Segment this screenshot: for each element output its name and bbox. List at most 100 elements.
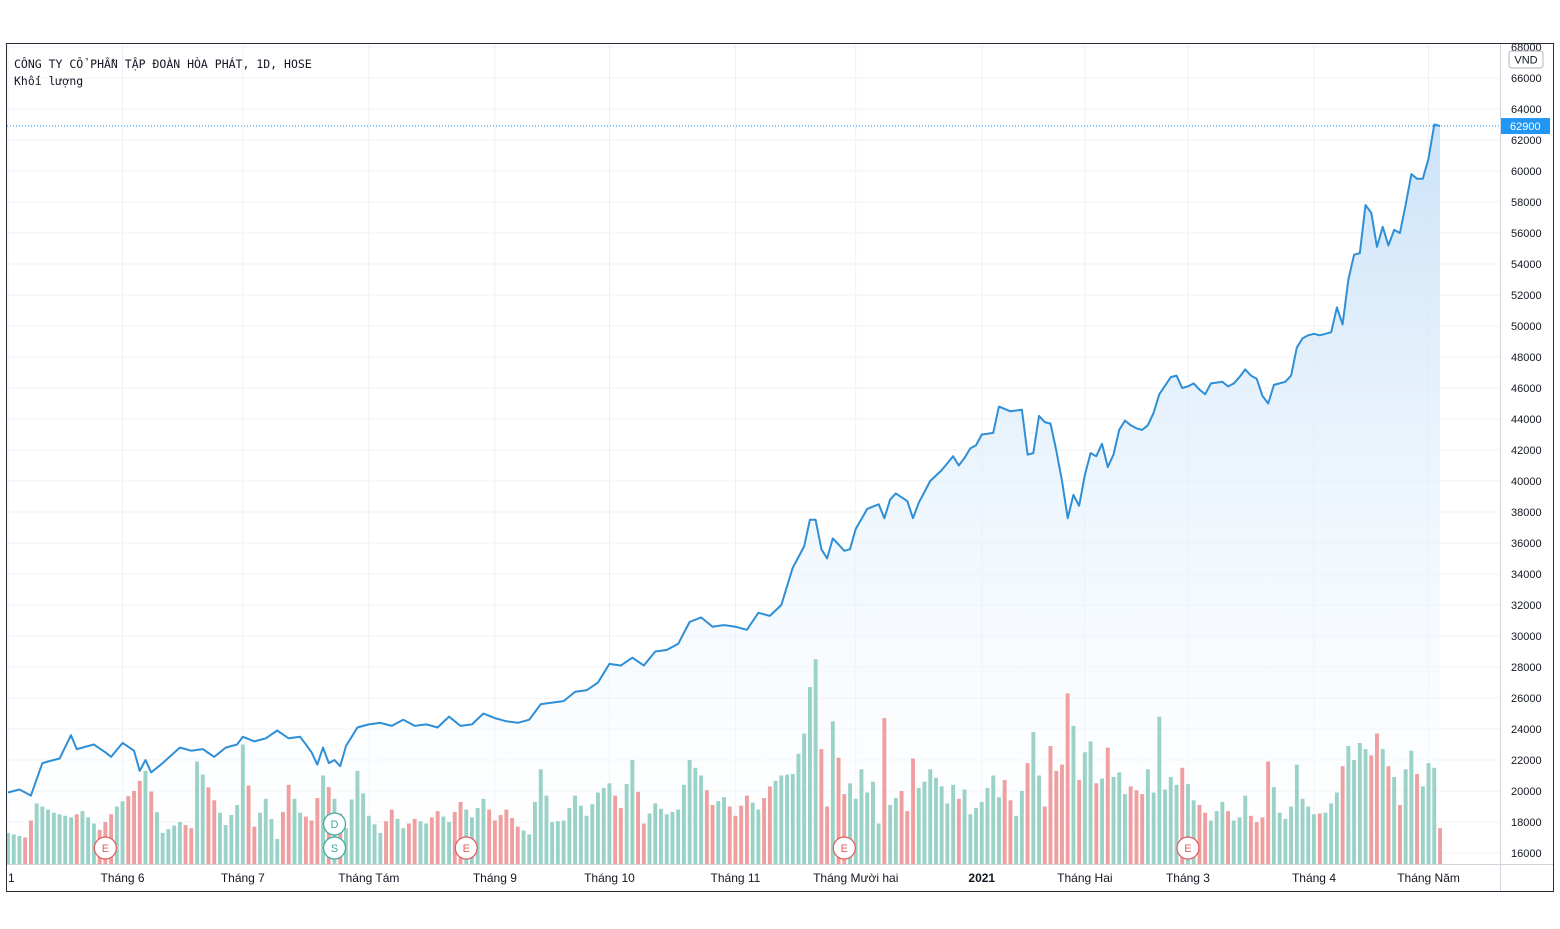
volume-bar: [206, 787, 211, 864]
last-price-label: 62900: [1510, 121, 1541, 133]
volume-bar: [842, 794, 847, 864]
volume-bar: [195, 761, 199, 864]
price-tick-label: 46000: [1511, 383, 1542, 395]
volume-bar: [848, 783, 852, 864]
volume-bar: [664, 814, 669, 864]
volume-bar: [676, 809, 681, 864]
volume-bar: [916, 787, 921, 864]
volume-bar: [1002, 780, 1007, 864]
volume-bar: [1334, 792, 1339, 864]
price-tick-label: 56000: [1511, 228, 1542, 240]
volume-bar: [1025, 763, 1030, 864]
time-tick-label: Tháng 6: [101, 871, 145, 885]
volume-bar: [1398, 805, 1402, 864]
currency-badge[interactable]: [1508, 50, 1544, 69]
volume-bar: [1260, 817, 1265, 864]
volume-bar: [401, 828, 406, 864]
earnings-event-marker[interactable]: [832, 836, 856, 860]
volume-bar: [1306, 806, 1311, 864]
price-tick-label: 16000: [1511, 848, 1542, 860]
volume-bar: [659, 808, 663, 864]
volume-bar: [802, 733, 807, 864]
volume-bar: [1380, 749, 1385, 864]
volume-bar: [1208, 820, 1213, 864]
volume-bar: [1077, 780, 1082, 864]
volume-bar: [441, 816, 446, 864]
volume-bar: [533, 801, 537, 864]
volume-bar: [1352, 760, 1356, 864]
price-tick-label: 44000: [1511, 414, 1542, 426]
price-axis[interactable]: 16000 18000 20000 22000 24000 26000 28000 30000…: [7, 42, 1550, 891]
volume-bar: [1226, 811, 1230, 864]
time-tick-label: Tháng 3: [1166, 871, 1210, 885]
price-tick-label: 28000: [1511, 662, 1542, 674]
event-markers[interactable]: E DS E E E: [93, 812, 1200, 860]
time-tick-label: Tháng Năm: [1397, 871, 1460, 885]
volume-bar: [263, 798, 268, 864]
volume-bar: [836, 757, 841, 864]
volume-bar: [223, 825, 228, 864]
price-tick-label: 18000: [1511, 817, 1542, 829]
volume-bar: [177, 822, 182, 864]
volume-bar: [1312, 814, 1316, 864]
volume-bar: [292, 798, 297, 864]
volume-bar: [189, 828, 194, 864]
volume-bar: [1426, 763, 1431, 864]
time-axis[interactable]: 1 Tháng 6 Tháng 7 Tháng Tám Tháng 9 Tháng 10 T…: [7, 864, 1553, 886]
volume-bar: [1289, 806, 1293, 864]
price-tick-label: 54000: [1511, 259, 1542, 271]
volume-bar: [561, 820, 566, 864]
earnings-event-letter: E: [1184, 843, 1191, 855]
volume-bar: [865, 792, 870, 864]
volume-bar: [246, 785, 251, 864]
volume-bar: [939, 786, 944, 864]
volume-bar: [1197, 805, 1202, 864]
volume-bar: [395, 818, 400, 864]
volume-bar: [1019, 791, 1024, 864]
price-line: [7, 123, 1441, 797]
volume-bar: [1346, 746, 1351, 864]
volume-bar: [790, 774, 795, 864]
price-area-fill: [8, 124, 1440, 864]
volume-bar: [424, 823, 429, 864]
volume-bar: [808, 687, 812, 864]
volume-bar: [86, 817, 91, 864]
volume-bar: [618, 808, 623, 864]
volume-bar: [51, 812, 56, 864]
volume-bar: [132, 791, 136, 864]
volume-bars: [7, 659, 1442, 864]
earnings-event-marker[interactable]: [454, 836, 478, 860]
time-tick-label: Tháng 7: [221, 871, 265, 885]
price-tick-label: 42000: [1511, 445, 1542, 457]
volume-bar: [573, 795, 577, 864]
volume-bar: [893, 798, 898, 864]
volume-bar: [727, 806, 732, 864]
volume-bar: [1094, 783, 1099, 864]
volume-bar: [160, 832, 165, 864]
volume-bar: [538, 769, 543, 864]
volume-bar: [510, 818, 514, 864]
volume-bar: [756, 809, 761, 864]
volume-bar: [521, 830, 526, 864]
volume-bar: [269, 818, 274, 864]
volume-bar: [11, 834, 16, 864]
volume-bar: [762, 798, 766, 864]
volume-bar: [624, 784, 629, 864]
volume-bar: [1065, 693, 1070, 864]
volume-bar: [492, 820, 497, 864]
split-event-marker[interactable]: [322, 836, 347, 860]
volume-bar: [1317, 813, 1322, 864]
volume-bar: [590, 804, 595, 864]
earnings-event-marker[interactable]: [1176, 836, 1200, 860]
earnings-event-marker[interactable]: [93, 836, 118, 860]
volume-bar: [1300, 798, 1305, 864]
price-tick-label: 62000: [1511, 135, 1542, 147]
dividend-event-marker[interactable]: [322, 812, 347, 836]
volume-bar: [1191, 800, 1196, 864]
volume-bar: [1375, 733, 1379, 864]
volume-bar: [183, 825, 188, 864]
volume-bar: [968, 814, 973, 864]
volume-bar: [1415, 774, 1419, 864]
volume-bar: [258, 812, 262, 864]
